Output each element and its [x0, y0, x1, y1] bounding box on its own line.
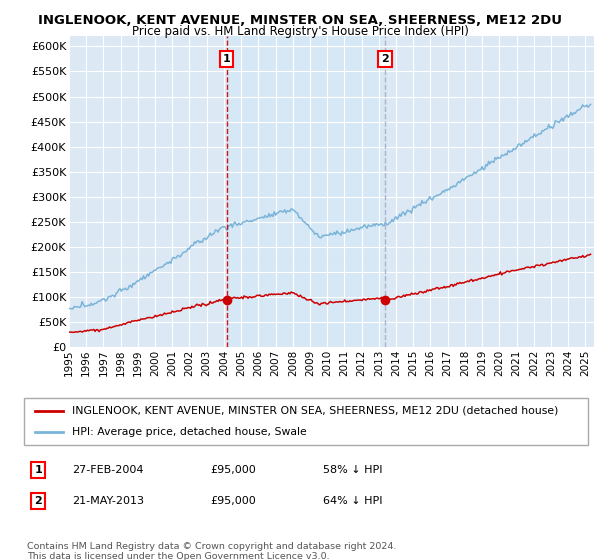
Text: 21-MAY-2013: 21-MAY-2013: [72, 496, 144, 506]
Text: HPI: Average price, detached house, Swale: HPI: Average price, detached house, Swal…: [72, 427, 307, 437]
Text: 27-FEB-2004: 27-FEB-2004: [72, 465, 143, 475]
Text: £95,000: £95,000: [210, 496, 256, 506]
Text: 64% ↓ HPI: 64% ↓ HPI: [323, 496, 382, 506]
Text: 1: 1: [34, 465, 42, 475]
Text: 2: 2: [34, 496, 42, 506]
Text: 2: 2: [382, 54, 389, 64]
Text: Price paid vs. HM Land Registry's House Price Index (HPI): Price paid vs. HM Land Registry's House …: [131, 25, 469, 38]
Text: INGLENOOK, KENT AVENUE, MINSTER ON SEA, SHEERNESS, ME12 2DU: INGLENOOK, KENT AVENUE, MINSTER ON SEA, …: [38, 14, 562, 27]
Text: 58% ↓ HPI: 58% ↓ HPI: [323, 465, 382, 475]
FancyBboxPatch shape: [24, 398, 588, 445]
Text: INGLENOOK, KENT AVENUE, MINSTER ON SEA, SHEERNESS, ME12 2DU (detached house): INGLENOOK, KENT AVENUE, MINSTER ON SEA, …: [72, 406, 559, 416]
Bar: [227, 36, 385, 347]
Text: £95,000: £95,000: [210, 465, 256, 475]
Text: Contains HM Land Registry data © Crown copyright and database right 2024.
This d: Contains HM Land Registry data © Crown c…: [27, 542, 397, 560]
Text: 1: 1: [223, 54, 230, 64]
